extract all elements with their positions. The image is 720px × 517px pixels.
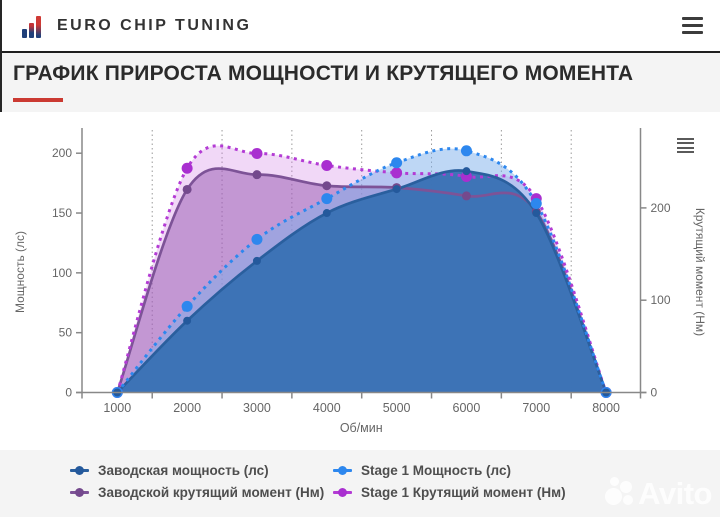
hamburger-menu-icon[interactable] [682,17,703,34]
data-point [322,209,331,218]
legend-item[interactable]: Stage 1 Мощность (лс) [333,459,720,481]
title-accent-bar [13,98,63,102]
legend-item[interactable]: Stage 1 Крутящий момент (Нм) [333,481,720,503]
brand-logo-bars-icon [22,14,48,38]
data-point [183,316,192,325]
series-line [116,169,608,394]
data-point [181,300,193,312]
app-header: EURO CHIP TUNING [0,0,720,53]
data-point [391,167,403,179]
y-left-tick-label: 50 [59,326,73,340]
y-right-tick-label: 0 [651,386,658,400]
y-left-axis-title: Мощность (лс) [13,231,27,313]
data-point [181,162,193,174]
x-tick-label: 2000 [173,401,201,415]
data-point [252,256,261,265]
x-tick-label: 6000 [453,401,481,415]
legend-marker-icon [70,486,89,498]
data-point [322,181,332,191]
y-right-axis-title: Крутящий момент (Нм) [693,208,707,336]
data-point [182,184,192,194]
y-left-tick-label: 150 [52,206,72,220]
watermark-text: Avito [638,476,712,511]
chart-legend: Заводская мощность (лс) Заводской крутящи… [0,450,720,503]
data-point [252,170,262,180]
y-left-tick-label: 0 [65,386,72,400]
data-point [251,233,263,245]
legend-item[interactable]: Заводская мощность (лс) [70,459,333,481]
data-point [391,157,403,169]
legend-label: Stage 1 Крутящий момент (Нм) [361,484,566,500]
title-strip: ГРАФИК ПРИРОСТА МОЩНОСТИ И КРУТЯЩЕГО МОМ… [0,53,720,112]
data-point [530,197,542,209]
data-point [392,185,401,194]
y-right-tick-label: 200 [651,201,671,215]
watermark: Avito [605,475,712,513]
page-left-edge [0,0,2,112]
x-tick-label: 3000 [243,401,271,415]
data-point [251,147,263,159]
legend-label: Stage 1 Мощность (лс) [361,462,511,478]
data-point [461,191,471,201]
brand-name: EURO CHIP TUNING [57,16,252,34]
y-right-tick-label: 100 [651,293,671,307]
brand: EURO CHIP TUNING [22,14,251,38]
data-point [462,167,471,176]
x-tick-label: 5000 [383,401,411,415]
legend-item[interactable]: Заводской крутящий момент (Нм) [70,481,333,503]
x-tick-label: 1000 [103,401,131,415]
series-area [117,170,607,393]
y-left-tick-label: 200 [52,146,72,160]
data-point [321,193,333,205]
legend-marker-icon [70,464,89,476]
legend-label: Заводская мощность (лс) [98,462,269,478]
x-tick-label: 7000 [522,401,550,415]
chart-section: 0 50 100 150 200 0 100 200 1000 2000 3000 4000 5000 6… [0,112,720,450]
x-tick-label: 8000 [592,401,620,415]
data-point [321,159,333,171]
avito-logo-icon [605,475,635,513]
footer-band: Заводская мощность (лс) Заводской крутящи… [0,450,720,517]
y-left-tick-label: 100 [52,266,72,280]
x-axis-title: Об/мин [340,421,383,435]
legend-marker-icon [333,464,352,476]
page-title: ГРАФИК ПРИРОСТА МОЩНОСТИ И КРУТЯЩЕГО МОМ… [13,62,634,85]
data-point [532,209,541,218]
legend-marker-icon [333,486,352,498]
data-point [460,145,472,157]
x-tick-label: 4000 [313,401,341,415]
chart-menu-icon[interactable] [677,138,694,153]
legend-label: Заводской крутящий момент (Нм) [98,484,325,500]
